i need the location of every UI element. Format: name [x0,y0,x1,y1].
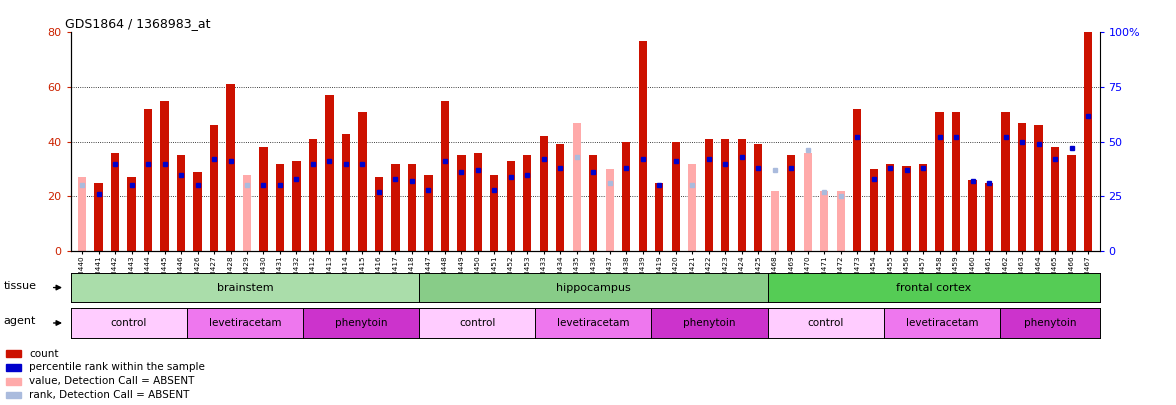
Bar [408,164,416,251]
Text: frontal cortex: frontal cortex [896,283,971,292]
Text: control: control [111,318,147,328]
Bar [392,164,400,251]
Bar [209,125,219,251]
Bar [639,40,647,251]
Bar [193,172,201,251]
Bar [507,161,515,251]
Text: control: control [808,318,844,328]
Bar [589,156,597,251]
Bar [6,364,21,371]
Text: phenytoin: phenytoin [683,318,736,328]
Bar [869,169,877,251]
Bar [457,156,466,251]
Bar [985,183,994,251]
Bar [425,175,433,251]
Bar [143,109,152,251]
Bar [309,139,318,251]
Text: agent: agent [4,316,36,326]
Bar [622,142,630,251]
Bar [655,183,663,251]
Text: brainstem: brainstem [216,283,273,292]
Text: value, Detection Call = ABSENT: value, Detection Call = ABSENT [29,376,195,386]
Bar [671,142,680,251]
Bar [523,156,532,251]
Bar [1002,112,1010,251]
Bar [1051,147,1060,251]
Bar [474,153,482,251]
Bar [918,164,927,251]
Bar [1018,123,1027,251]
Bar [111,153,119,251]
Bar [326,95,334,251]
Bar [243,175,252,251]
Bar [803,153,811,251]
Bar [6,378,21,385]
Text: control: control [459,318,495,328]
Bar [490,175,499,251]
Text: levetiracetam: levetiracetam [557,318,629,328]
Bar [375,177,383,251]
Bar [886,164,894,251]
Text: rank, Detection Call = ABSENT: rank, Detection Call = ABSENT [29,390,189,400]
Bar [770,191,779,251]
Text: GDS1864 / 1368983_at: GDS1864 / 1368983_at [66,17,211,30]
Bar [721,139,729,251]
Text: phenytoin: phenytoin [335,318,387,328]
Text: levetiracetam: levetiracetam [208,318,281,328]
Text: levetiracetam: levetiracetam [906,318,978,328]
Bar [787,156,795,251]
Bar [704,139,713,251]
Bar [176,156,185,251]
Bar [342,134,350,251]
Bar [540,136,548,251]
Bar [754,145,762,251]
Text: phenytoin: phenytoin [1023,318,1076,328]
Bar [160,101,168,251]
Bar [853,109,861,251]
Text: tissue: tissue [4,281,36,291]
Bar [606,169,614,251]
Bar [902,166,910,251]
Text: count: count [29,349,59,358]
Bar [359,112,367,251]
Bar [969,180,977,251]
Bar [820,191,828,251]
Bar [573,123,581,251]
Bar [276,164,285,251]
Bar [6,392,21,399]
Bar [293,161,301,251]
Bar [836,191,844,251]
Bar [951,112,961,251]
Bar [227,84,235,251]
Bar [94,183,102,251]
Bar [935,112,943,251]
Text: hippocampus: hippocampus [556,283,630,292]
Text: percentile rank within the sample: percentile rank within the sample [29,362,206,372]
Bar [78,177,86,251]
Bar [556,145,564,251]
Bar [1035,125,1043,251]
Bar [737,139,746,251]
Bar [6,350,21,357]
Bar [441,101,449,251]
Bar [1068,156,1076,251]
Bar [127,177,135,251]
Bar [688,164,696,251]
Bar [1084,32,1093,251]
Bar [260,147,268,251]
